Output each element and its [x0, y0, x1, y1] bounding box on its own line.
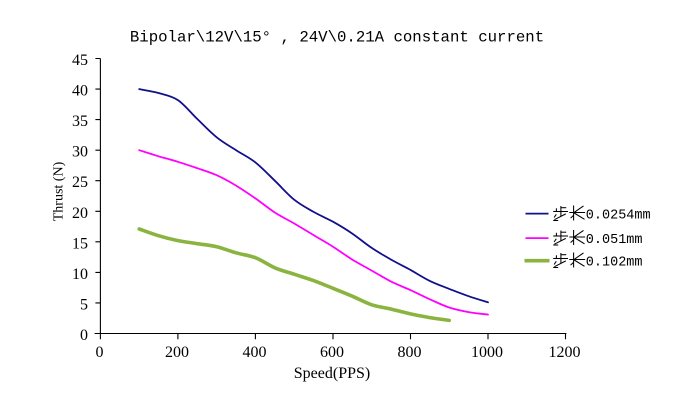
svg-text:800: 800: [398, 344, 422, 361]
svg-text:Thrust (N): Thrust (N): [52, 161, 67, 221]
svg-text:200: 200: [165, 344, 189, 361]
svg-text:35: 35: [72, 113, 88, 130]
svg-text:Speed(PPS): Speed(PPS): [294, 365, 370, 382]
svg-text:10: 10: [72, 266, 88, 283]
svg-text:40: 40: [72, 83, 88, 100]
svg-text:15: 15: [72, 235, 88, 252]
svg-text:0.0254mm: 0.0254mm: [586, 209, 651, 224]
svg-text:400: 400: [243, 344, 267, 361]
svg-text:1000: 1000: [471, 344, 503, 361]
svg-text:600: 600: [320, 344, 344, 361]
svg-text:1200: 1200: [549, 344, 581, 361]
svg-text:25: 25: [72, 174, 88, 191]
svg-text:45: 45: [72, 52, 88, 69]
svg-text:Bipolar\12V\15° , 24V\0.21A co: Bipolar\12V\15° , 24V\0.21A constant cur…: [130, 29, 544, 47]
svg-text:0.051mm: 0.051mm: [586, 233, 643, 248]
svg-text:5: 5: [80, 296, 88, 313]
svg-text:0.102mm: 0.102mm: [586, 256, 643, 271]
svg-text:0: 0: [96, 344, 104, 361]
svg-text:20: 20: [72, 205, 88, 222]
svg-text:0: 0: [80, 327, 88, 344]
svg-text:30: 30: [72, 144, 88, 161]
